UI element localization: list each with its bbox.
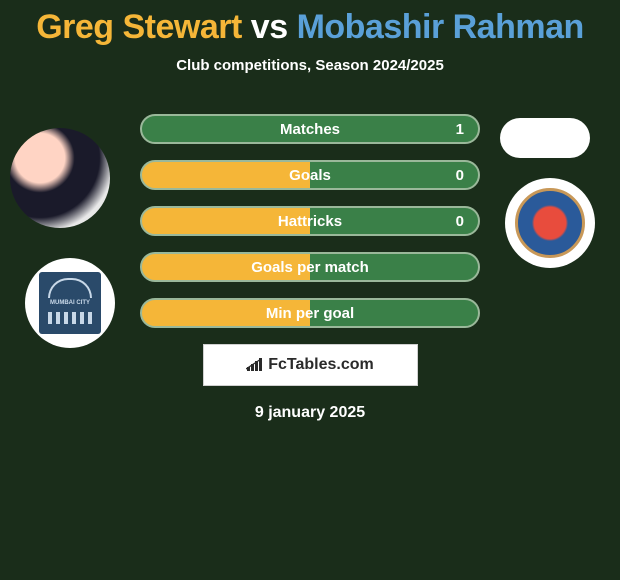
avatar-photo	[10, 128, 110, 228]
date: 9 january 2025	[0, 404, 620, 422]
player1-avatar	[10, 128, 110, 228]
stat-row: Hattricks 0	[140, 206, 480, 236]
brand-text: FcTables.com	[268, 356, 374, 374]
stat-label: Goals per match	[251, 259, 369, 276]
stat-label: Hattricks	[278, 213, 342, 230]
stat-value-right: 1	[456, 121, 464, 138]
stat-label: Matches	[280, 121, 340, 138]
stat-row: Goals 0	[140, 160, 480, 190]
player2-name: Mobashir Rahman	[297, 8, 584, 46]
page-title: Greg Stewart vs Mobashir Rahman	[0, 8, 620, 47]
player1-name: Greg Stewart	[36, 8, 242, 46]
mumbai-city-text: MUMBAI CITY	[50, 300, 90, 306]
stat-label: Min per goal	[266, 305, 354, 322]
bar-chart-icon	[246, 358, 264, 372]
stat-value-right: 0	[456, 213, 464, 230]
club-badge-right	[505, 178, 595, 268]
stat-label: Goals	[289, 167, 331, 184]
mumbai-city-logo: MUMBAI CITY	[39, 272, 101, 334]
brand-box[interactable]: FcTables.com	[203, 344, 418, 386]
club-badge-left: MUMBAI CITY	[25, 258, 115, 348]
stat-row: Min per goal	[140, 298, 480, 328]
stat-value-right: 0	[456, 167, 464, 184]
jamshedpur-logo	[515, 188, 585, 258]
stat-row: Matches 1	[140, 114, 480, 144]
player2-avatar	[500, 118, 590, 158]
subtitle: Club competitions, Season 2024/2025	[0, 57, 620, 74]
stat-row: Goals per match	[140, 252, 480, 282]
vs-text: vs	[251, 8, 288, 46]
